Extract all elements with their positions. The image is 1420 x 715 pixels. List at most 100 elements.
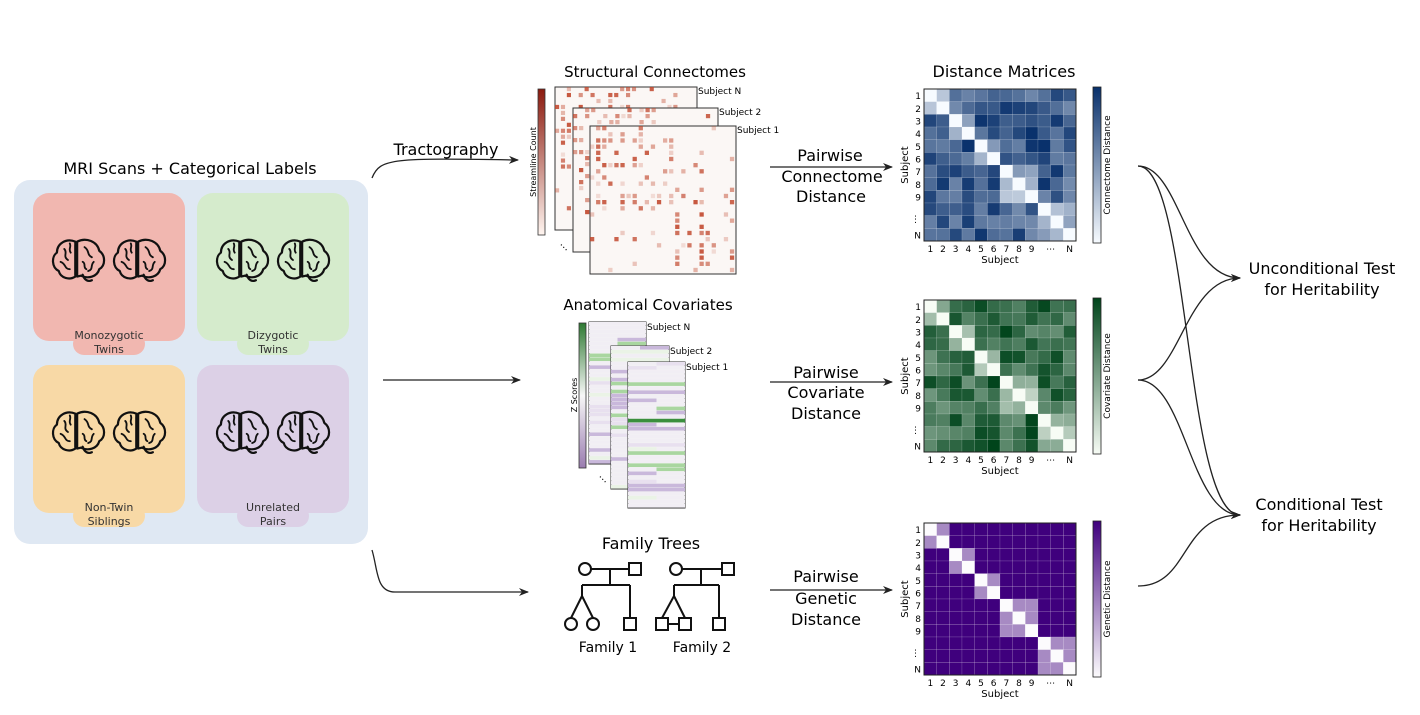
matrix-cell — [987, 439, 1001, 453]
matrix-cell — [949, 522, 963, 536]
connectome-cell — [645, 108, 650, 113]
matrix-cell — [987, 586, 1001, 600]
family1-label: Family 1 — [579, 640, 637, 656]
matrix-cell — [1063, 164, 1077, 178]
pairwise-connectome: Pairwise Connectome Distance — [770, 146, 893, 206]
matrix-cell — [1050, 202, 1064, 216]
connectome-cell — [699, 255, 704, 260]
y-tick-label: 9 — [915, 627, 921, 637]
connectome-cell — [579, 186, 584, 191]
covariate-row — [589, 361, 618, 365]
x-tick-label: 6 — [991, 245, 997, 255]
x-tick-label: 6 — [991, 456, 997, 466]
matrix-cell — [923, 426, 937, 440]
matrix-cell — [961, 636, 975, 650]
connectome-cell — [627, 114, 632, 119]
connectome-cell — [608, 104, 613, 110]
matrix-cell — [974, 190, 988, 204]
matrix-cell — [936, 375, 950, 389]
matrix-cell — [1037, 114, 1051, 128]
connectome-cell — [615, 120, 620, 125]
y-tick-label: 3 — [915, 117, 921, 127]
connectome-cell — [669, 150, 674, 155]
connectome-frame-3: Subject 1 — [589, 125, 779, 275]
matrix-cell — [949, 388, 963, 402]
connectome-cell — [596, 169, 601, 174]
covariate-row — [611, 485, 640, 489]
covariate-row — [628, 451, 685, 455]
distance-matrices-title: Distance Matrices — [933, 62, 1076, 81]
group-label-line1: Dizygotic — [248, 329, 299, 342]
connectome-cell — [596, 193, 601, 199]
family1-twin-daughter-a — [564, 617, 578, 631]
covariate-row — [628, 483, 685, 488]
y-tick-label: 2 — [915, 316, 921, 326]
covariate-stack-ellipsis: ⋯ — [595, 472, 610, 487]
matrix-cell — [949, 560, 963, 574]
matrix-cell — [1037, 611, 1051, 625]
connectome-cell — [620, 163, 625, 168]
matrix-cell — [1063, 215, 1077, 229]
connectome-cell — [614, 92, 619, 98]
matrix-cell — [1037, 560, 1051, 574]
matrix-cell — [936, 522, 950, 536]
connectome-cell — [626, 193, 631, 199]
matrix-cell — [961, 126, 975, 140]
covariate-row — [656, 471, 685, 476]
matrix-cell — [1037, 363, 1051, 377]
matrix-cell — [923, 363, 937, 377]
connectome-cell — [705, 237, 710, 242]
matrix-cell — [1050, 636, 1064, 650]
group-label-line2: Siblings — [88, 515, 131, 528]
connectome-cell — [632, 138, 637, 143]
covariate-row — [628, 382, 685, 386]
connectome-cell — [667, 104, 672, 110]
connectome-cell — [560, 152, 566, 157]
matrix-cell — [999, 215, 1013, 229]
matrix-cell — [936, 126, 950, 140]
matrix-cell — [949, 101, 963, 115]
connectome-stack-ellipsis: ⋯ — [556, 240, 571, 255]
matrix-cell — [936, 350, 950, 364]
covariate-row — [628, 455, 685, 459]
matrix-cell — [961, 312, 975, 326]
connectome-cell — [566, 92, 571, 98]
matrix-cell — [1050, 101, 1064, 115]
covariate-row — [611, 369, 640, 374]
streamline-colorbar — [537, 88, 546, 236]
left-panel: MRI Scans + Categorical Labels Monozygot… — [14, 159, 368, 544]
matrix-cell — [987, 177, 1001, 191]
matrix-cell — [1012, 548, 1026, 562]
connectome-cell — [596, 150, 601, 155]
matrix-cell — [1050, 388, 1064, 402]
connectome-cell — [603, 114, 608, 119]
matrix-cell — [999, 164, 1013, 178]
covariate-row — [628, 463, 685, 468]
matrix-cell — [936, 649, 950, 663]
connectome-cell — [669, 193, 674, 199]
matrix-cell — [949, 215, 963, 229]
connectome-cell — [711, 126, 716, 131]
covariate-row — [611, 353, 669, 358]
covariate-row — [656, 398, 685, 403]
matrix-cell — [1012, 126, 1026, 140]
connectome-cell — [596, 138, 601, 143]
matrix-cell — [1050, 522, 1064, 536]
matrix-cell — [961, 548, 975, 562]
connectome-cell — [638, 126, 643, 131]
covariate-row — [611, 461, 640, 465]
connectome-cell — [626, 87, 631, 92]
y-tick-label: ⋮ — [911, 215, 920, 225]
connectome-cell — [620, 104, 625, 110]
matrix-cell — [1012, 413, 1026, 427]
matrix-cell — [1063, 337, 1077, 351]
connectomes-title: Structural Connectomes — [564, 63, 746, 81]
connectome-cell — [602, 126, 607, 131]
covariate-row — [656, 495, 685, 500]
matrix-cell — [987, 375, 1001, 389]
covariate-row — [589, 424, 618, 429]
connectome-cell — [573, 150, 578, 155]
matrix-cell — [1050, 624, 1064, 638]
